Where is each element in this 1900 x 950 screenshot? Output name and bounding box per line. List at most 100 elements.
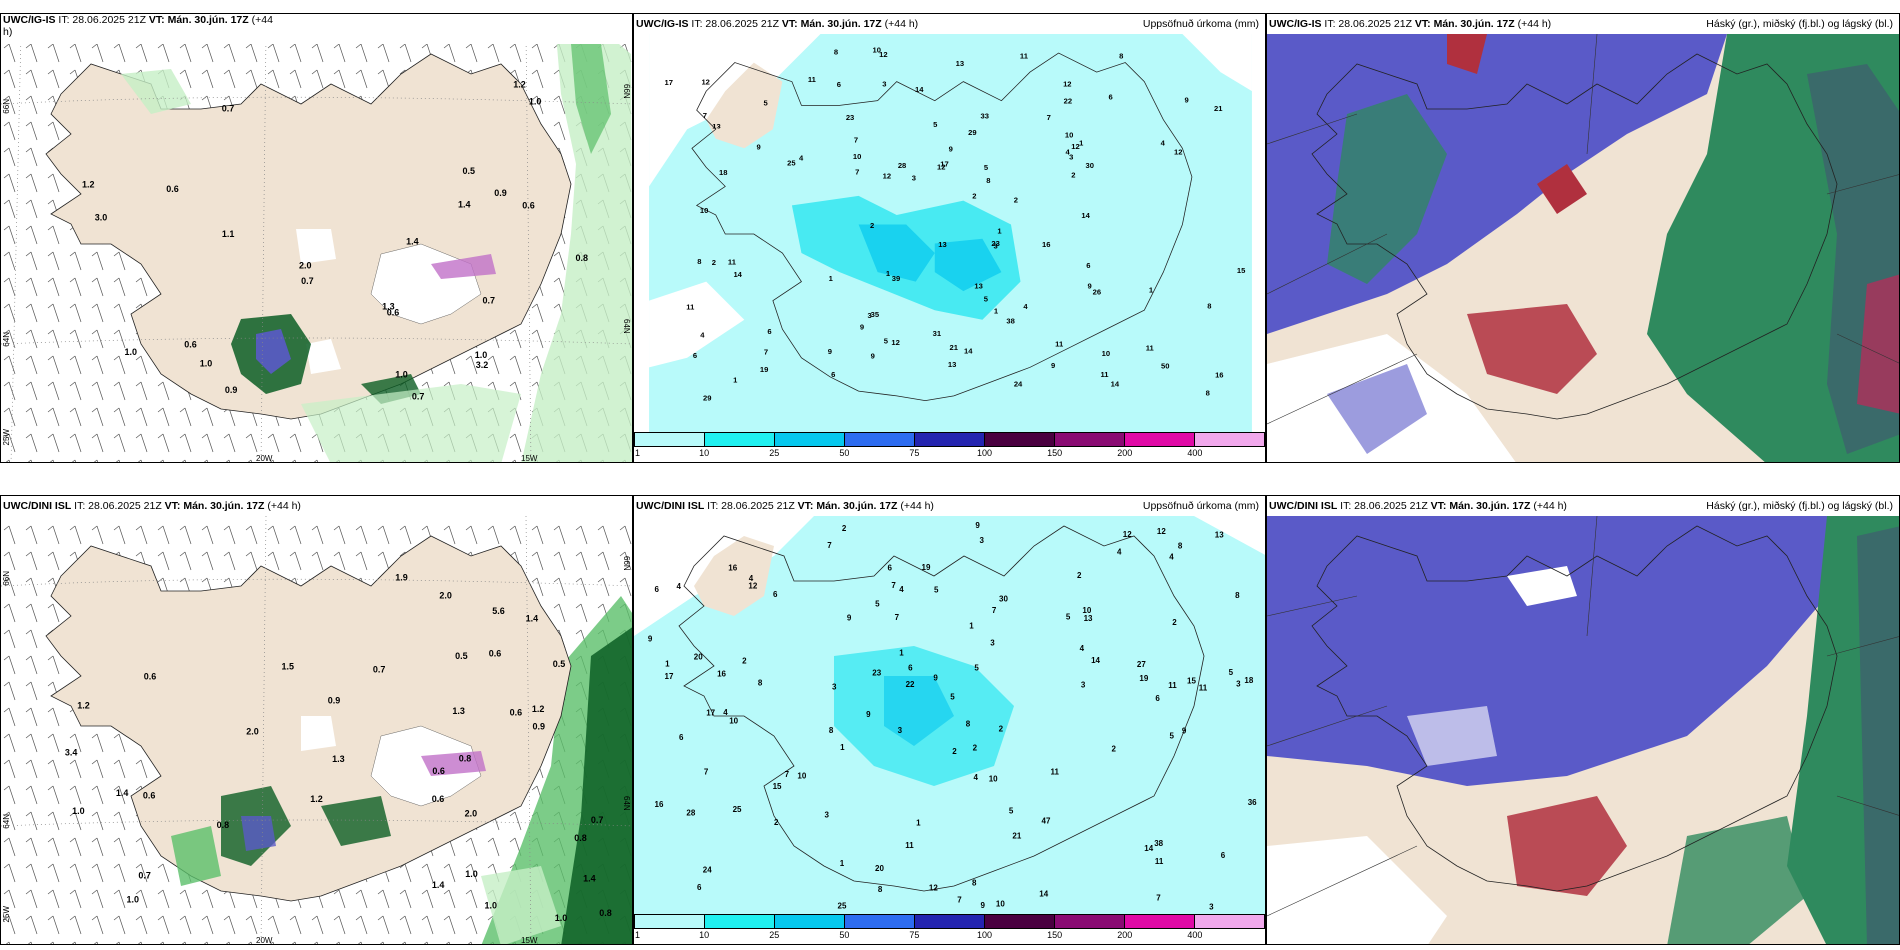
iceland-outline xyxy=(1311,53,1838,420)
station-value: 12 xyxy=(929,884,938,893)
station-value: 9 xyxy=(1051,361,1055,370)
panel-title: UWC/DINI ISL IT: 28.06.2025 21Z VT: Mán.… xyxy=(634,496,1265,516)
wind-barb xyxy=(71,459,77,462)
wind-barb xyxy=(25,603,38,623)
colorbar-cell xyxy=(775,915,845,928)
wind-barb xyxy=(25,147,38,167)
wind-barb xyxy=(47,225,60,245)
station-value: 1 xyxy=(840,743,845,752)
station-value: 5 xyxy=(1009,807,1014,816)
colorbar-cell xyxy=(1125,915,1195,928)
station-value: 2 xyxy=(712,258,716,267)
wind-barb xyxy=(443,863,456,883)
station-value: 3 xyxy=(912,174,916,183)
station-value: 9 xyxy=(933,674,938,683)
station-value: 12 xyxy=(937,162,945,171)
wind-barb xyxy=(201,69,214,89)
wind-barb xyxy=(91,407,104,427)
station-value: 1.0 xyxy=(72,806,85,816)
wind-barb xyxy=(423,941,429,944)
lat-label-64n: 64N xyxy=(2,814,11,829)
station-value: 4 xyxy=(974,773,979,782)
station-value: 12 xyxy=(1123,530,1132,539)
wind-barb xyxy=(3,707,16,727)
wind-barb xyxy=(91,863,104,883)
wind-barb xyxy=(399,889,412,909)
wind-barb xyxy=(3,199,16,219)
station-value: 17 xyxy=(665,78,673,87)
station-value: 3 xyxy=(990,639,995,648)
station-value: 6 xyxy=(697,883,702,892)
panel-bottom-right: UWC/DINI ISL IT: 28.06.2025 21Z VT: Mán.… xyxy=(1266,495,1900,945)
station-value: 3 xyxy=(980,536,985,545)
wind-barb xyxy=(135,759,148,779)
lead-time-wrap: h) xyxy=(3,26,13,38)
wind-barb xyxy=(25,277,38,297)
station-value: 24 xyxy=(703,865,712,874)
station-value: 1 xyxy=(1149,286,1154,295)
wind-barb xyxy=(443,915,456,935)
wind-barb xyxy=(69,811,82,831)
wind-barb xyxy=(47,303,60,323)
wind-barb xyxy=(289,69,302,89)
station-value: 2 xyxy=(870,221,874,230)
wind-barb xyxy=(25,889,38,909)
wind-barb xyxy=(157,551,170,571)
station-value: 2 xyxy=(1077,571,1082,580)
station-value: 5 xyxy=(884,337,889,346)
station-value: 21 xyxy=(1012,831,1021,840)
wind-barb xyxy=(5,941,11,944)
station-value: 1 xyxy=(840,859,845,868)
station-value: 6 xyxy=(888,564,893,573)
wind-barb xyxy=(3,811,16,831)
wind-barb xyxy=(69,733,82,753)
station-value: 5 xyxy=(934,586,939,595)
wind-barb xyxy=(179,433,192,453)
wind-barb xyxy=(3,251,16,271)
wind-barb xyxy=(113,329,126,349)
wind-barb xyxy=(553,95,566,115)
station-value: 14 xyxy=(1039,890,1048,899)
colorbar-cell xyxy=(1195,915,1264,928)
wind-barb xyxy=(157,889,170,909)
station-value: 9 xyxy=(871,352,875,361)
station-value: 11 xyxy=(1155,857,1164,866)
wind-barb xyxy=(69,863,82,883)
station-value: 12 xyxy=(883,171,891,180)
station-value: 6 xyxy=(693,351,697,360)
lat-label-66n: 66N xyxy=(2,571,11,586)
station-value: 5 xyxy=(933,120,938,129)
wind-barb xyxy=(333,43,346,63)
station-value: 21 xyxy=(950,343,959,352)
wind-barb xyxy=(93,459,99,462)
wind-barb xyxy=(465,525,478,545)
station-value: 0.7 xyxy=(301,276,314,286)
map-precip-ig: 1111314111112109871213111091413211719131… xyxy=(649,34,1252,434)
station-value: 1.5 xyxy=(282,661,295,671)
station-value: 6 xyxy=(767,327,771,336)
station-value: 12 xyxy=(1063,80,1071,89)
station-value: 11 xyxy=(808,75,817,84)
wind-barb xyxy=(159,459,165,462)
wind-barb xyxy=(113,251,126,271)
wind-barb xyxy=(25,173,38,193)
colorbar-cell xyxy=(1195,433,1264,446)
wind-barb xyxy=(553,603,566,623)
station-value: 1.0 xyxy=(475,350,488,360)
wind-barb xyxy=(3,551,16,571)
wind-barb xyxy=(25,199,38,219)
wind-barb xyxy=(93,941,99,944)
panel-title: UWC/DINI ISL IT: 28.06.2025 21Z VT: Mán.… xyxy=(1267,496,1899,516)
wind-barb xyxy=(619,551,632,571)
wind-barb xyxy=(291,941,297,944)
map-temperature-ig: 0.70.70.60.6 0.91.00.81.10.71.01.01.22.01… xyxy=(1,14,632,462)
wind-barb xyxy=(25,551,38,571)
station-value: 16 xyxy=(1215,371,1223,380)
wind-barb xyxy=(25,95,38,115)
station-value: 15 xyxy=(773,782,782,791)
station-value: 1.4 xyxy=(458,200,471,210)
wind-barb xyxy=(245,525,258,545)
station-value: 4 xyxy=(677,582,682,591)
wind-barb xyxy=(47,329,60,349)
